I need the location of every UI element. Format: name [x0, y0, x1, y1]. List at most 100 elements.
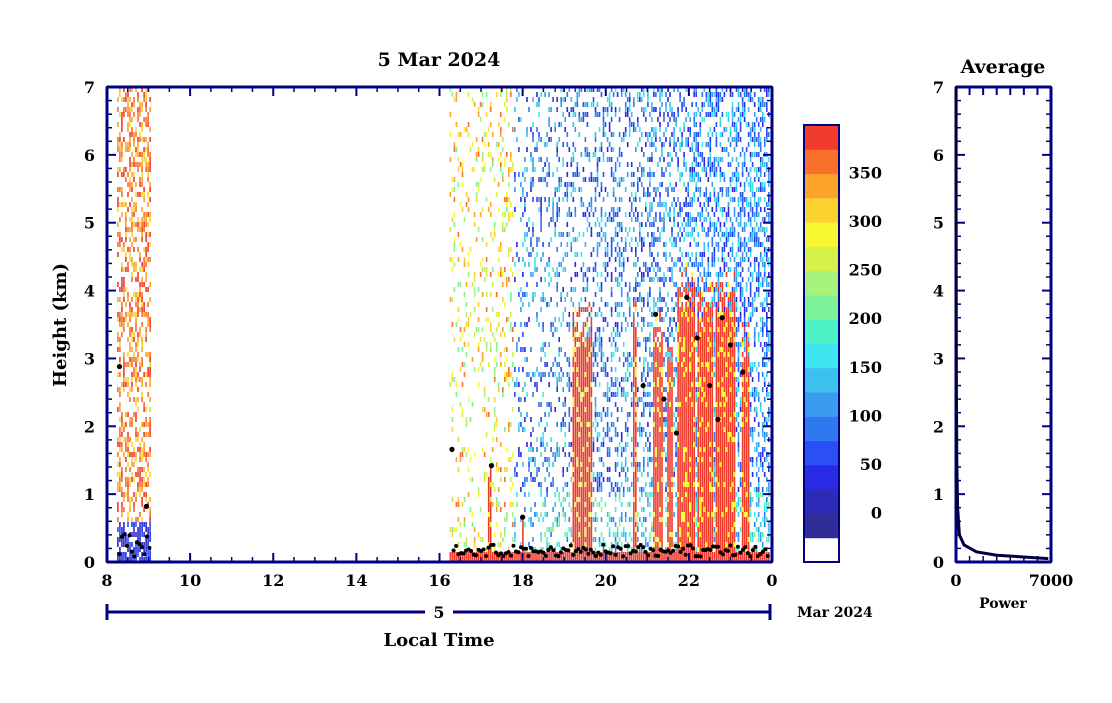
heatmap-cell — [618, 487, 621, 492]
heatmap-cell — [687, 517, 690, 522]
heatmap-cell — [606, 322, 609, 327]
heatmap-cell — [125, 467, 127, 472]
heatmap-cell — [125, 437, 127, 442]
heatmap-cell — [518, 427, 520, 432]
heatmap-cell — [602, 367, 605, 372]
heatmap-cell — [641, 237, 643, 242]
heatmap-cell — [620, 327, 623, 332]
heatmap-cell — [653, 537, 655, 542]
heatmap-cell — [691, 287, 694, 292]
heatmap-cell — [491, 282, 494, 287]
heatmap-cell — [635, 337, 637, 342]
heatmap-cell — [598, 477, 601, 482]
heatmap-cell — [600, 357, 603, 362]
heatmap-cell — [129, 452, 131, 457]
heatmap-cell — [544, 177, 546, 182]
heatmap-cell — [677, 372, 679, 377]
heatmap-cell — [624, 447, 627, 452]
heatmap-cell — [469, 247, 472, 252]
heatmap-cell — [119, 87, 121, 92]
heatmap-cell — [695, 472, 698, 477]
heatmap-cell — [588, 367, 591, 372]
heatmap-cell — [538, 137, 540, 142]
heatmap-cell — [552, 322, 554, 327]
heatmap-cell — [135, 207, 137, 212]
heatmap-cell — [657, 477, 659, 482]
heatmap-cell — [558, 522, 561, 527]
heatmap-cell — [685, 202, 687, 207]
heatmap-cell — [465, 302, 468, 307]
heatmap-cell — [558, 137, 561, 142]
heatmap-cell — [610, 422, 613, 427]
heatmap-cell — [538, 177, 540, 182]
heatmap-cell — [548, 137, 550, 142]
heatmap-cell — [540, 222, 542, 227]
heatmap-cell — [681, 317, 683, 322]
heatmap-cell — [675, 492, 677, 497]
heatmap-cell — [479, 552, 482, 557]
heatmap-cell — [141, 362, 143, 367]
heatmap-cell — [145, 457, 147, 462]
heatmap-cell — [129, 342, 131, 347]
heatmap-cell — [548, 382, 550, 387]
heatmap-cell — [649, 402, 651, 407]
heatmap-cell — [687, 547, 690, 552]
heatmap-cell — [584, 112, 587, 117]
heatmap-cell — [123, 372, 125, 377]
heatmap-cell — [487, 152, 490, 157]
heatmap-cell — [659, 357, 661, 362]
heatmap-cell — [665, 467, 667, 472]
heatmap-cell — [552, 507, 554, 512]
heatmap-cell — [121, 152, 123, 157]
heatmap-cell — [489, 212, 492, 217]
heatmap-cell — [522, 212, 524, 217]
heatmap-cell — [588, 437, 591, 442]
heatmap-cell — [681, 332, 683, 337]
heatmap-cell — [691, 312, 694, 317]
heatmap-cell — [592, 472, 595, 477]
heatmap-cell — [673, 282, 675, 287]
heatmap-cell — [606, 97, 609, 102]
heatmap-cell — [457, 182, 460, 187]
heatmap-cell — [628, 97, 631, 102]
heatmap-cell — [689, 482, 692, 487]
heatmap-cell — [695, 292, 698, 297]
heatmap-cell — [683, 492, 685, 497]
heatmap-cell — [669, 357, 671, 362]
heatmap-cell — [693, 297, 696, 302]
heatmap-cell — [620, 462, 623, 467]
heatmap-cell — [518, 172, 520, 177]
heatmap-cell — [133, 247, 135, 252]
heatmap-cell — [564, 517, 567, 522]
heatmap-cell — [580, 517, 583, 522]
heatmap-cell — [663, 332, 665, 337]
heatmap-cell — [639, 342, 641, 347]
heatmap-cell — [123, 317, 125, 322]
heatmap-cell — [683, 437, 685, 442]
heatmap-cell — [661, 317, 663, 322]
heatmap-cell — [572, 412, 575, 417]
heatmap-cell — [491, 447, 494, 452]
heatmap-cell — [542, 437, 544, 442]
heatmap-cell — [645, 222, 647, 227]
heatmap-cell — [562, 387, 565, 392]
heatmap-cell — [667, 517, 669, 522]
heatmap-cell — [586, 437, 589, 442]
heatmap-cell — [622, 467, 625, 472]
heatmap-cell — [669, 427, 671, 432]
heatmap-cell — [635, 297, 637, 302]
heatmap-cell — [635, 287, 637, 292]
heatmap-cell — [626, 352, 629, 357]
heatmap-cell — [570, 382, 573, 387]
heatmap-cell — [693, 412, 696, 417]
heatmap-cell — [681, 417, 683, 422]
heatmap-cell — [137, 547, 139, 552]
heatmap-cell — [693, 427, 696, 432]
heatmap-cell — [487, 487, 490, 492]
heatmap-cell — [643, 277, 645, 282]
heatmap-cell — [550, 107, 552, 112]
heatmap-cell — [671, 407, 673, 412]
heatmap-cell — [141, 192, 143, 197]
heatmap-cell — [552, 202, 554, 207]
heatmap-cell — [500, 272, 502, 277]
